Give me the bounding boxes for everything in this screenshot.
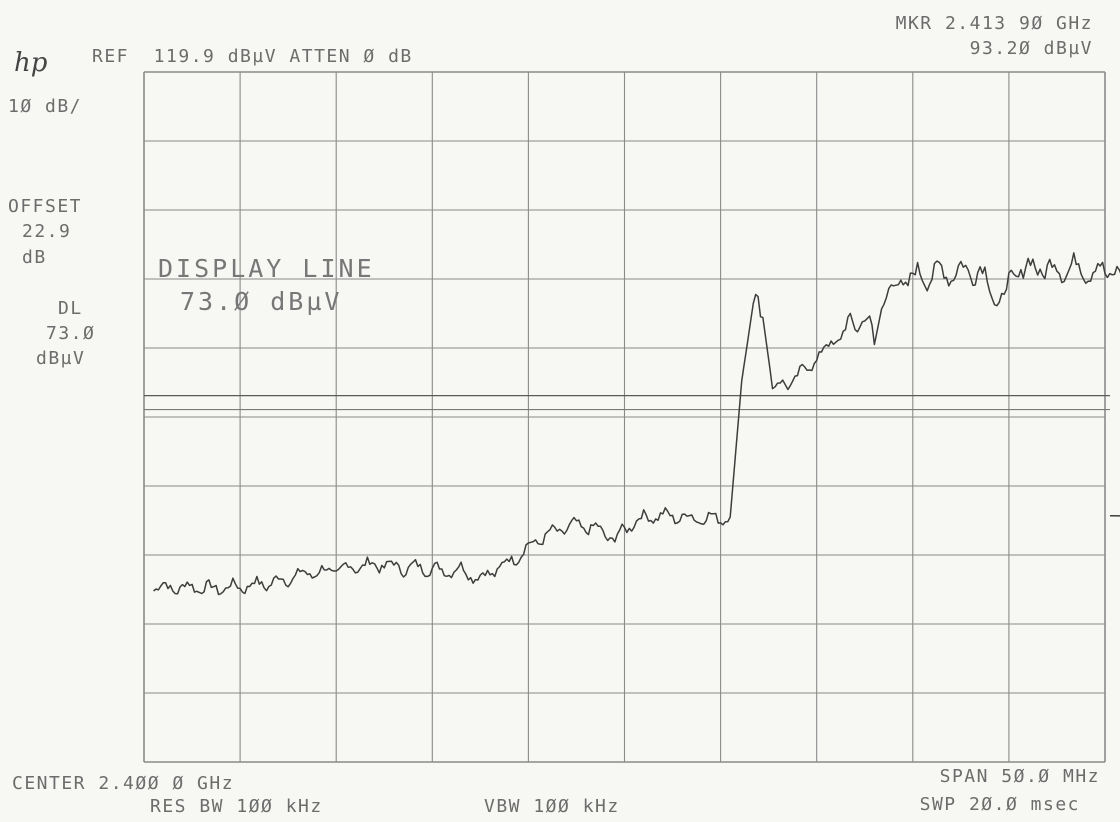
display-line-markers: [144, 394, 1110, 411]
center-frequency: CENTER 2.4ØØ Ø GHz: [12, 773, 235, 794]
display-line-annotation: 73.Ø dBµV: [180, 287, 343, 316]
trace-group: [153, 252, 1120, 596]
spectrum-trace: [153, 252, 1120, 596]
display-line-value: 73.Ø: [46, 323, 96, 344]
video-bandwidth: VBW 1ØØ kHz: [484, 796, 620, 817]
ref-level-text: REF 119.9 dBµV ATTEN Ø dB: [92, 46, 413, 67]
display-line-title: DISPLAY LINE: [158, 254, 375, 283]
marker-amplitude: 93.2Ø dBµV: [969, 38, 1093, 59]
marker-frequency: MKR 2.413 9Ø GHz: [895, 13, 1093, 34]
frequency-span: SPAN 5Ø.Ø MHz: [939, 766, 1100, 787]
sweep-time: SWP 2Ø.Ø msec: [919, 794, 1080, 815]
offset-value: 22.9: [22, 221, 72, 242]
display-line-label: DL: [58, 298, 83, 319]
offset-unit: dB: [22, 247, 47, 268]
hp-logo: hp: [14, 48, 48, 78]
graticule: [143, 71, 1106, 763]
display-line-unit: dBµV: [36, 348, 86, 369]
scale-per-division: 1Ø dB/: [8, 96, 83, 117]
offset-label: OFFSET: [8, 196, 83, 217]
resolution-bandwidth: RES BW 1ØØ kHz: [150, 796, 323, 817]
